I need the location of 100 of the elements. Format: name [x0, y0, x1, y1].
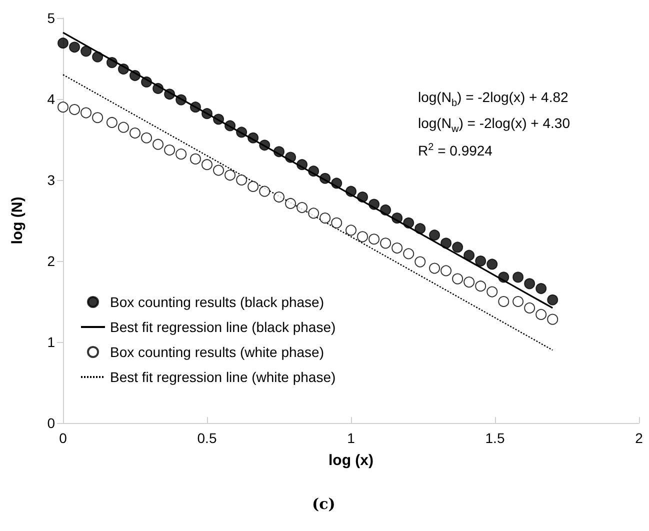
point: [475, 280, 486, 292]
point: [464, 250, 475, 261]
point: [380, 204, 392, 216]
point: [106, 116, 118, 128]
point: [368, 198, 380, 210]
point: [176, 148, 187, 160]
point: [224, 170, 236, 181]
point: [236, 174, 248, 186]
y-tick-label: 2: [47, 253, 56, 269]
point: [524, 278, 536, 290]
annotation: R$^{2}$ = 0.9924: [418, 142, 492, 159]
point: [58, 102, 68, 113]
x-tick-label: 2: [635, 430, 644, 446]
point: [274, 192, 284, 203]
point: [512, 272, 524, 283]
point: [346, 224, 356, 236]
point: [58, 38, 68, 49]
legend-label: Box counting results (white phase): [110, 344, 324, 360]
point: [414, 256, 426, 268]
point: [69, 104, 80, 116]
point: [486, 258, 498, 270]
point: [331, 178, 342, 189]
point: [414, 223, 426, 234]
point: [346, 186, 356, 197]
point: [296, 159, 308, 170]
point: [92, 51, 104, 62]
point: [392, 212, 403, 224]
point: [452, 242, 464, 253]
point: [308, 208, 320, 219]
point: [536, 308, 547, 320]
point: [498, 272, 510, 283]
point: [80, 107, 92, 118]
point: [213, 164, 224, 176]
point: [190, 153, 201, 164]
point: [236, 126, 248, 138]
point: [130, 128, 140, 139]
point: [80, 46, 92, 57]
point: [202, 159, 212, 170]
point: [106, 57, 118, 68]
point: [452, 273, 464, 284]
legend-label: Best fit regression line (black phase): [110, 319, 336, 335]
point: [429, 230, 440, 241]
point: [536, 283, 547, 294]
point: [486, 286, 498, 298]
point: [512, 296, 524, 307]
point: [357, 192, 368, 203]
point: [320, 172, 331, 184]
point: [248, 132, 259, 144]
point: [380, 238, 392, 249]
point: [92, 112, 104, 124]
point: [285, 152, 296, 163]
y-tick-label: 0: [47, 415, 56, 431]
point: [152, 138, 164, 150]
point: [259, 140, 270, 151]
point: [547, 294, 558, 306]
x-tick-label: 1: [347, 430, 356, 446]
point: [296, 202, 308, 214]
y-tick-label: 3: [47, 172, 56, 188]
point: [118, 64, 129, 75]
point: [202, 108, 212, 120]
y-axis-title: log (N): [9, 196, 26, 244]
text: (c): [312, 495, 336, 513]
point: [403, 217, 414, 228]
point: [440, 238, 452, 249]
legend-label: Box counting results (black phase): [110, 294, 324, 310]
point: [285, 198, 296, 209]
legend-label: Best fit regression line (white phase): [110, 369, 336, 385]
y-tick-label: 5: [47, 10, 56, 26]
point: [475, 256, 486, 266]
point: [69, 42, 80, 53]
point: [392, 242, 403, 254]
point: [498, 296, 510, 307]
point: [547, 314, 558, 325]
point: [213, 114, 224, 125]
x-tick-label: 1.5: [485, 430, 505, 446]
point: [429, 262, 440, 274]
annotation: log(N$_{w}$) = -2log(x) + 4.30: [418, 115, 570, 135]
point: [130, 70, 140, 82]
point: [464, 276, 475, 288]
annotation: log(N$_{b}$) = -2log(x) + 4.82: [418, 89, 568, 109]
point: [164, 144, 176, 156]
point: [440, 265, 452, 276]
point: [118, 122, 129, 133]
point: [524, 302, 536, 314]
point: [357, 231, 368, 242]
point: [224, 120, 236, 132]
point: [259, 186, 270, 197]
y-tick-label: 1: [47, 334, 56, 350]
point: [190, 102, 201, 113]
y-tick-label: 4: [47, 91, 56, 107]
point: [152, 82, 164, 94]
point: [176, 94, 187, 106]
point: [368, 234, 380, 245]
point: [274, 146, 284, 158]
point: [308, 166, 320, 177]
point: [331, 217, 342, 228]
x-axis-title: log (x): [328, 452, 374, 469]
x-tick-label: 0.5: [197, 430, 217, 446]
point: [141, 132, 152, 144]
point: [248, 180, 259, 192]
